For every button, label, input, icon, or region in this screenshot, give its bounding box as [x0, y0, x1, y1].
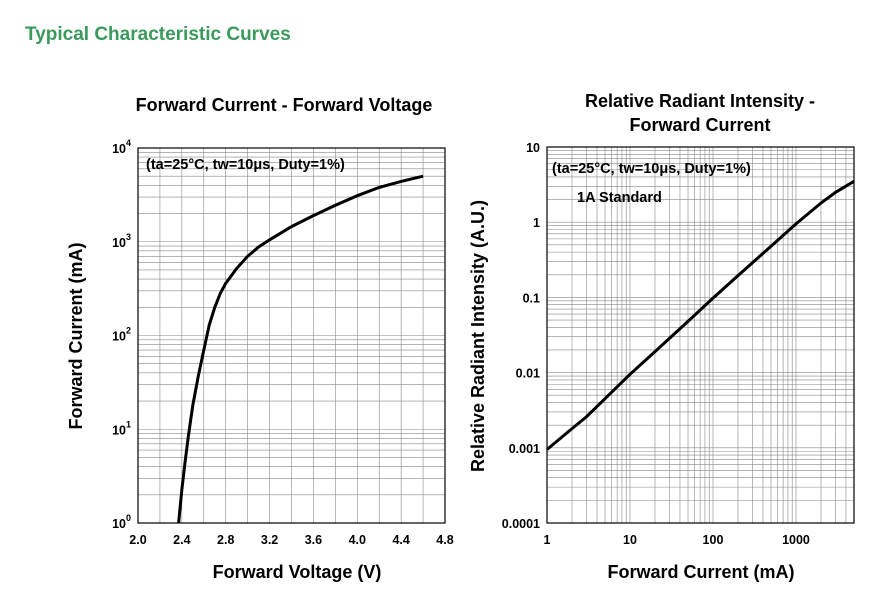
chart1-y-ticks: 100 101 102 103 104	[112, 138, 131, 531]
chart1-x-tick-label: 2.8	[217, 533, 234, 547]
chart1-y-axis-label: Forward Current (mA)	[66, 242, 86, 429]
chart2-series-line	[546, 180, 855, 451]
chart1-plot-frame	[137, 147, 446, 524]
chart2-x-tick-label: 1	[544, 533, 551, 547]
chart1-x-tick-label: 3.2	[261, 533, 278, 547]
chart2-plot-frame	[546, 146, 855, 524]
chart1-annotation: (ta=25°C, tw=10μs, Duty=1%)	[146, 157, 345, 173]
chart1-y-tick-label: 102	[112, 326, 131, 344]
chart2-y-tick-label: 0.0001	[502, 517, 540, 531]
chart1-y-tick-label: 103	[112, 232, 131, 250]
chart1-series-line	[177, 174, 424, 524]
chart2-y-tick-label: 0.01	[516, 367, 540, 381]
chart1-x-axis-label: Forward Voltage (V)	[213, 562, 382, 582]
chart2-title-line1: Relative Radiant Intensity -	[585, 91, 815, 111]
chart-radiant-intensity-current: Relative Radiant Intensity - Forward Cur…	[468, 91, 855, 582]
chart1-y-tick-label: 101	[112, 419, 131, 437]
chart2-y-tick-label: 0.001	[509, 442, 540, 456]
chart1-y-tick-label: 104	[112, 138, 131, 156]
chart2-x-tick-label: 10	[623, 533, 637, 547]
chart1-x-ticks: 2.0 2.4 2.8 3.2 3.6 4.0 4.4 4.8	[129, 533, 453, 547]
chart2-x-ticks: 1 10 100 1000	[544, 533, 810, 547]
chart-forward-current-voltage: Forward Current - Forward Voltage 2.0 2.4…	[66, 95, 454, 582]
chart2-y-axis-label: Relative Radiant Intensity (A.U.)	[468, 200, 488, 472]
chart1-grid	[138, 148, 445, 523]
chart2-title-line2: Forward Current	[629, 115, 770, 135]
section-title: Typical Characteristic Curves	[25, 24, 291, 45]
chart1-x-tick-label: 3.6	[305, 533, 322, 547]
chart2-y-ticks: 0.0001 0.001 0.01 0.1 1 10	[502, 141, 540, 531]
chart2-y-tick-label: 0.1	[523, 291, 540, 305]
chart2-x-tick-label: 100	[703, 533, 724, 547]
chart1-x-tick-label: 4.0	[349, 533, 366, 547]
chart1-x-tick-label: 2.4	[173, 533, 190, 547]
chart2-grid	[547, 147, 854, 523]
chart1-title: Forward Current - Forward Voltage	[136, 95, 433, 115]
chart2-x-tick-label: 1000	[782, 533, 810, 547]
chart2-annotation-standard: 1A Standard	[577, 190, 662, 206]
chart1-y-tick-label: 100	[112, 513, 131, 531]
chart1-x-tick-label: 4.8	[436, 533, 453, 547]
chart2-y-tick-label: 10	[526, 141, 540, 155]
chart2-annotation: (ta=25°C, tw=10μs, Duty=1%)	[552, 161, 751, 177]
chart1-x-tick-label: 4.4	[392, 533, 409, 547]
chart2-x-axis-label: Forward Current (mA)	[607, 562, 794, 582]
chart1-x-tick-label: 2.0	[129, 533, 146, 547]
chart2-y-tick-label: 1	[533, 216, 540, 230]
